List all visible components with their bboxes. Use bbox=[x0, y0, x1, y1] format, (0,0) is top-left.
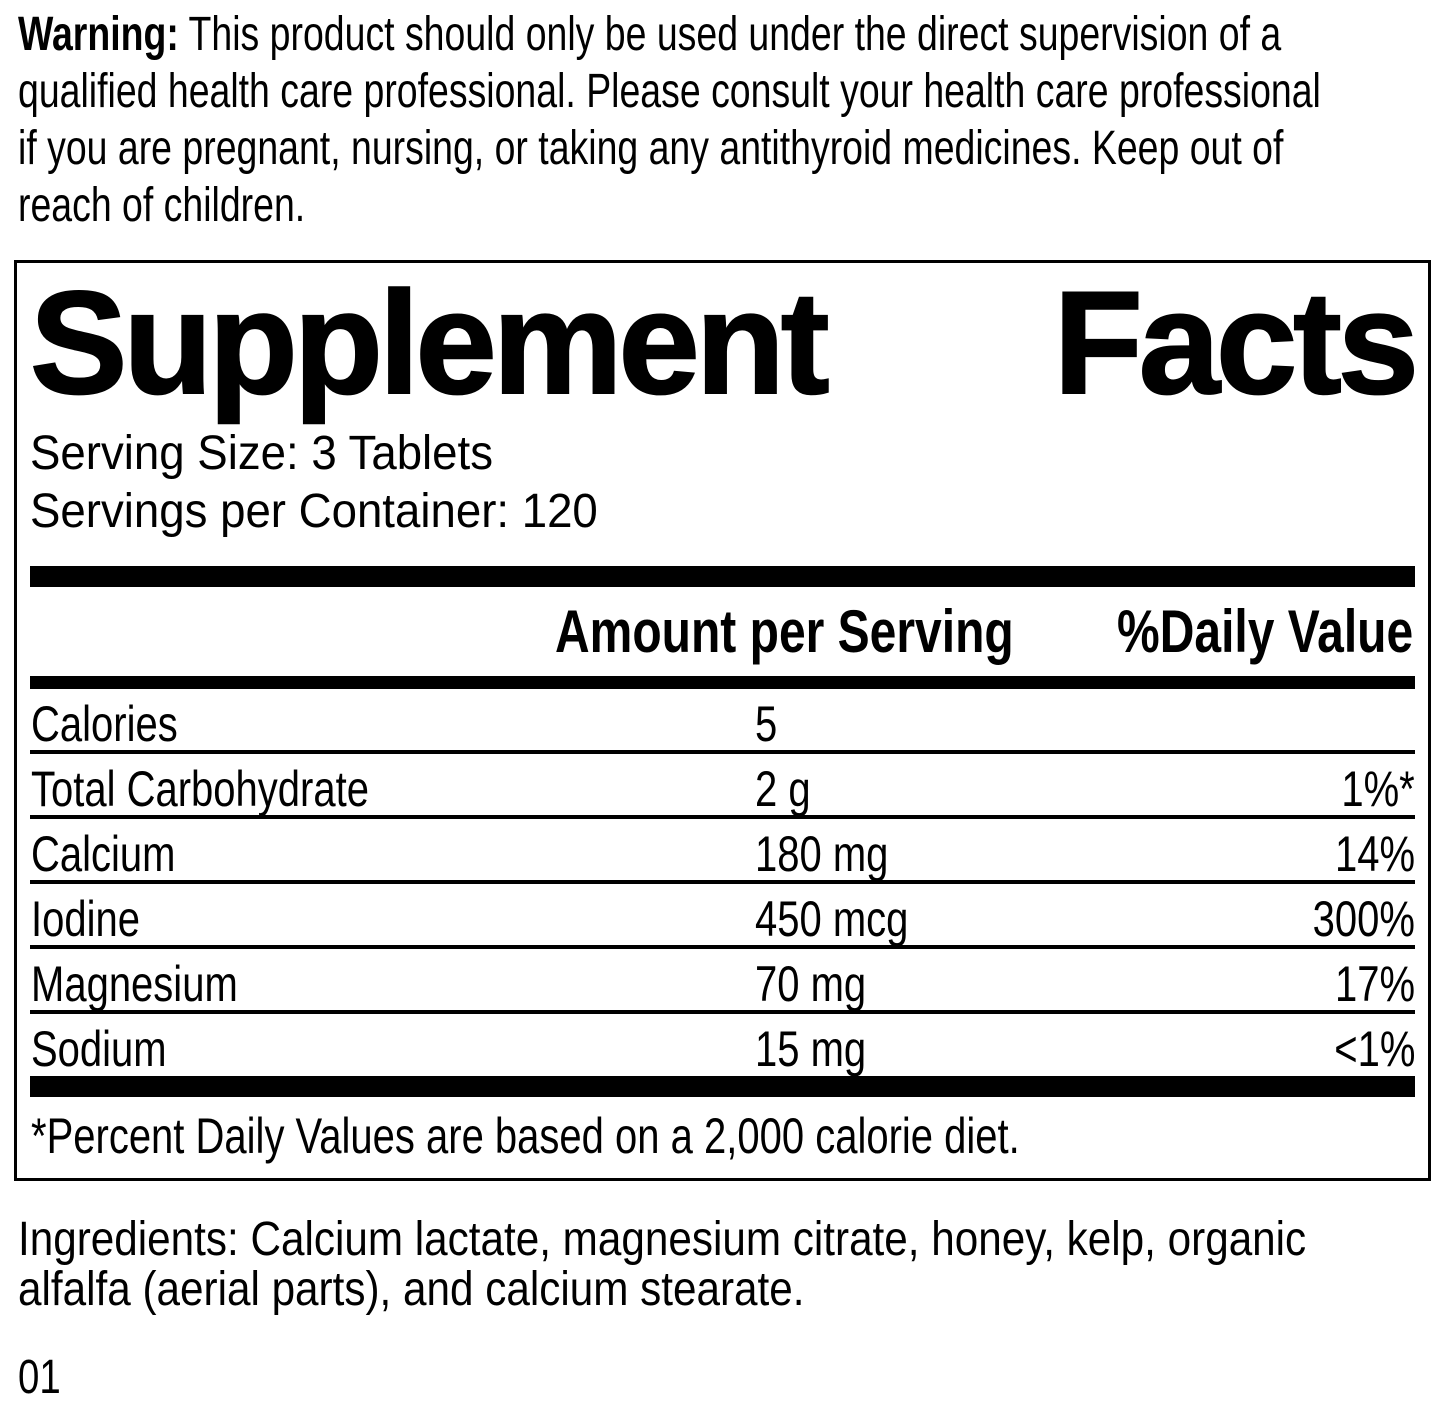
serving-size-line: Serving Size: 3 Tablets bbox=[30, 427, 494, 480]
nutrient-name: Total Carbohydrate bbox=[31, 761, 369, 817]
warning-text: Warning: This product should only be used… bbox=[18, 6, 1427, 234]
nutrient-name: Magnesium bbox=[31, 956, 238, 1012]
nutrient-name: Calories bbox=[31, 696, 178, 752]
warning-line: Warning: This product should only be used… bbox=[18, 6, 1427, 63]
nutrient-daily-value: <1% bbox=[1333, 1021, 1415, 1077]
ingredients-line: alfalfa (aerial parts), and calcium stea… bbox=[18, 1263, 805, 1316]
nutrient-amount: 15 mg bbox=[755, 1021, 867, 1077]
separator-bar-thick-bottom bbox=[30, 1076, 1415, 1097]
daily-value-footnote: *Percent Daily Values are based on a 2,0… bbox=[31, 1108, 1020, 1164]
table-row-iodine: Iodine 450 mcg 300% bbox=[30, 884, 1415, 949]
nutrient-amount: 450 mcg bbox=[755, 891, 909, 947]
table-row-calcium: Calcium 180 mg 14% bbox=[30, 819, 1415, 884]
column-header-daily-value: %Daily Value bbox=[1116, 598, 1413, 665]
warning-line-text: This product should only be used under t… bbox=[188, 8, 1282, 61]
table-header-row: Amount per Serving %Daily Value bbox=[30, 587, 1415, 676]
nutrient-daily-value: 14% bbox=[1334, 826, 1415, 882]
nutrient-daily-value: 17% bbox=[1334, 956, 1415, 1012]
table-row-sodium: Sodium 15 mg <1% bbox=[30, 1014, 1415, 1076]
title-word-facts: Facts bbox=[1053, 260, 1420, 425]
column-header-amount: Amount per Serving bbox=[555, 598, 1014, 665]
nutrient-amount: 2 g bbox=[755, 761, 811, 817]
serving-info: Serving Size: 3 Tablets Servings per Con… bbox=[30, 425, 1415, 541]
warning-line: qualified health care professional. Plea… bbox=[18, 65, 1321, 118]
separator-bar-thick-top bbox=[30, 566, 1415, 587]
warning-label: Warning: bbox=[18, 8, 179, 61]
supplement-facts-panel: Supplement Facts Serving Size: 3 Tablets… bbox=[14, 260, 1431, 1181]
title-word-supplement: Supplement bbox=[29, 260, 831, 425]
nutrient-amount: 70 mg bbox=[755, 956, 867, 1012]
servings-per-container-line: Servings per Container: 120 bbox=[30, 485, 598, 538]
ingredients-text: Ingredients: Calcium lactate, magnesium … bbox=[18, 1215, 1427, 1315]
warning-line: reach of children. bbox=[18, 179, 306, 232]
nutrient-name: Iodine bbox=[31, 891, 140, 947]
ingredients-line: Ingredients: Calcium lactate, magnesium … bbox=[18, 1213, 1307, 1266]
table-row-total-carbohydrate: Total Carbohydrate 2 g 1%* bbox=[30, 754, 1415, 819]
nutrient-amount: 5 bbox=[755, 696, 778, 752]
supplement-label: Warning: This product should only be used… bbox=[0, 6, 1445, 1403]
panel-title: Supplement Facts bbox=[29, 260, 1420, 425]
table-row-magnesium: Magnesium 70 mg 17% bbox=[30, 949, 1415, 1014]
footer-code: 01 bbox=[18, 1351, 61, 1404]
nutrient-daily-value: 1%* bbox=[1341, 761, 1415, 817]
nutrient-daily-value: 300% bbox=[1312, 891, 1415, 947]
separator-bar-medium bbox=[30, 676, 1415, 689]
warning-line: if you are pregnant, nursing, or taking … bbox=[18, 122, 1284, 175]
nutrient-name: Calcium bbox=[31, 826, 176, 882]
nutrient-name: Sodium bbox=[31, 1021, 167, 1077]
nutrient-amount: 180 mg bbox=[755, 826, 889, 882]
table-row-calories: Calories 5 bbox=[30, 689, 1415, 754]
